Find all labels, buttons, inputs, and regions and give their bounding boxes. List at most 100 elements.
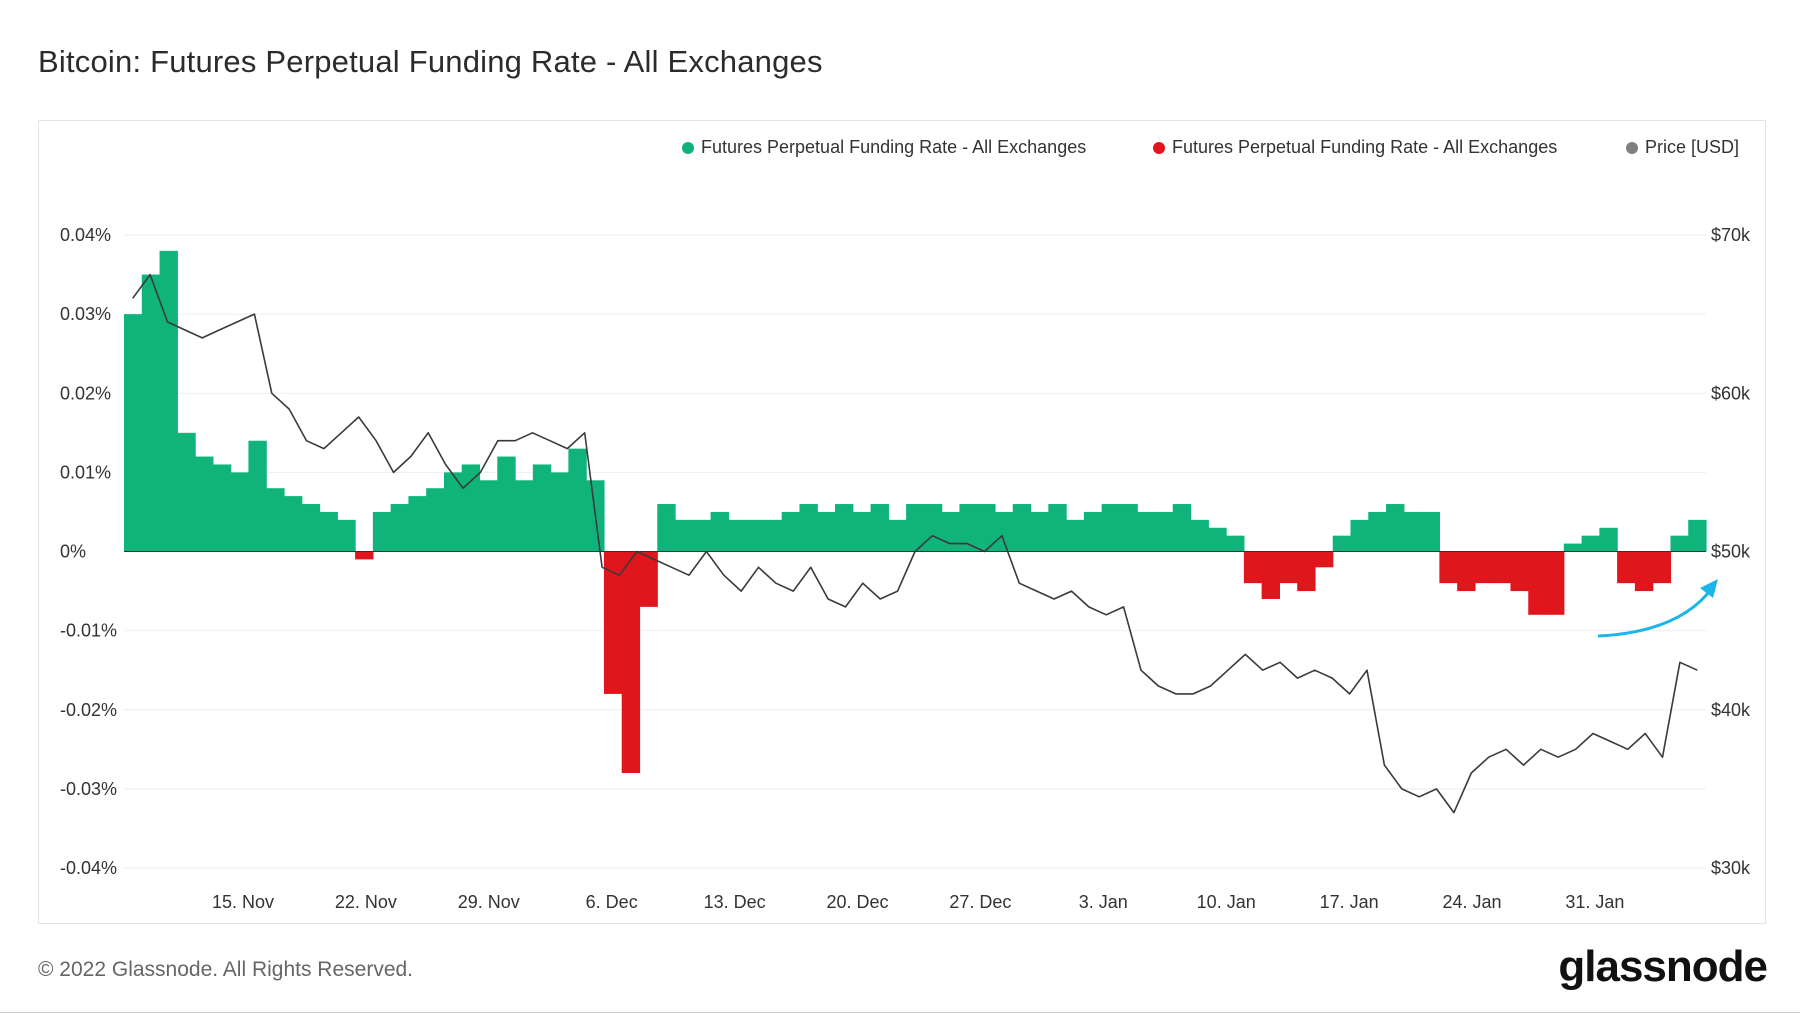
funding-bar [408,496,427,552]
funding-bar [835,504,854,552]
funding-bar [1634,551,1654,592]
funding-bar [177,432,196,552]
legend-dot-icon [1153,141,1165,154]
funding-bar [710,511,729,552]
funding-bar [1599,527,1618,552]
funding-bar [1510,551,1529,592]
funding-bar [1457,551,1476,592]
x-tick-label: 3. Jan [1079,892,1128,912]
funding-bar [1137,511,1156,552]
funding-bar [994,511,1014,552]
funding-bar [515,480,534,552]
legend-label: Price [USD] [1645,137,1740,157]
funding-bar [1048,504,1067,552]
funding-bar [781,511,801,552]
y-right-tick-label: $60k [1711,383,1751,403]
funding-bar [426,488,445,552]
funding-bar [1261,551,1280,599]
funding-bar [1617,551,1636,584]
y-left-tick-label: 0% [60,542,86,562]
funding-bar [195,456,214,552]
funding-bar [657,504,676,552]
brand-logo: glassnode [1558,942,1768,991]
funding-bar [212,464,232,552]
funding-bar [550,472,569,552]
funding-bar [319,511,338,552]
legend-label: Futures Perpetual Funding Rate - All Exc… [701,137,1087,157]
funding-bar [1670,535,1689,552]
y-left-tick-label: -0.01% [60,621,117,641]
x-tick-label: 17. Jan [1320,892,1379,912]
funding-bar [1297,551,1316,592]
funding-bar [1243,551,1263,584]
funding-bar [1386,504,1405,552]
legend-dot-icon [1626,141,1638,154]
x-tick-label: 13. Dec [704,892,766,912]
funding-bar [497,456,516,552]
funding-bar [746,519,765,552]
funding-bar [479,480,498,552]
funding-bar [1119,504,1138,552]
funding-bar [337,519,356,552]
funding-bar [124,314,143,552]
funding-bar [141,274,161,552]
funding-bar [692,519,712,552]
funding-bar [1474,551,1494,584]
trend-arrow-icon [1597,587,1714,638]
funding-bar [799,504,818,552]
funding-bar [1421,511,1440,552]
funding-bar [532,464,552,552]
funding-bar [283,496,303,552]
funding-bar [1012,504,1032,552]
legend-item-price[interactable]: Price [USD] [1626,137,1739,158]
funding-bar [923,504,943,552]
funding-bar [1226,535,1245,552]
legend-item-negative[interactable]: Futures Perpetual Funding Rate - All Exc… [1153,137,1557,158]
legend-item-positive[interactable]: Futures Perpetual Funding Rate - All Exc… [682,137,1086,158]
funding-bar [1332,535,1352,552]
funding-bar [817,511,836,552]
y-left-tick-label: -0.02% [60,700,117,720]
funding-bar [870,504,889,552]
y-left-tick-label: 0.03% [60,304,111,324]
y-left-tick-label: 0.01% [60,462,111,482]
y-right-tick-label: $70k [1711,225,1751,245]
x-tick-label: 27. Dec [949,892,1011,912]
x-tick-label: 24. Jan [1442,892,1501,912]
chart-frame [38,120,1766,924]
funding-bar [301,504,321,552]
y-axis-left: 0.04% 0.03% 0.02% 0.01% 0% -0.01% -0.02% -0.03%… [60,225,117,878]
funding-bar [763,519,783,552]
funding-bar [906,504,925,552]
y-left-tick-label: 0.04% [60,225,111,245]
funding-bar [603,551,623,694]
funding-bar [461,464,481,552]
funding-bar [1279,551,1298,584]
funding-bar [639,551,658,607]
funding-bar [1030,511,1049,552]
funding-bar [675,519,694,552]
y-axis-right: $70k $60k $50k $40k $30k [1711,225,1751,878]
funding-bar [372,511,392,552]
y-left-tick-label: -0.04% [60,858,117,878]
funding-bar [1368,511,1387,552]
funding-bar [852,511,872,552]
funding-bar [959,504,978,552]
funding-bar [1083,511,1103,552]
funding-bar [159,250,178,552]
funding-bar [1314,551,1334,568]
gridlines [124,234,1706,869]
funding-bar [1581,535,1600,552]
x-tick-label: 10. Jan [1197,892,1256,912]
funding-bar [248,440,267,552]
legend-dot-icon [682,141,694,154]
funding-bar [621,551,641,774]
funding-bar [1546,551,1565,615]
y-right-tick-label: $40k [1711,700,1751,720]
funding-bar [977,504,996,552]
funding-bar [1652,551,1672,584]
funding-bar [1403,511,1423,552]
y-left-tick-label: -0.03% [60,779,117,799]
funding-bar [1528,551,1547,615]
